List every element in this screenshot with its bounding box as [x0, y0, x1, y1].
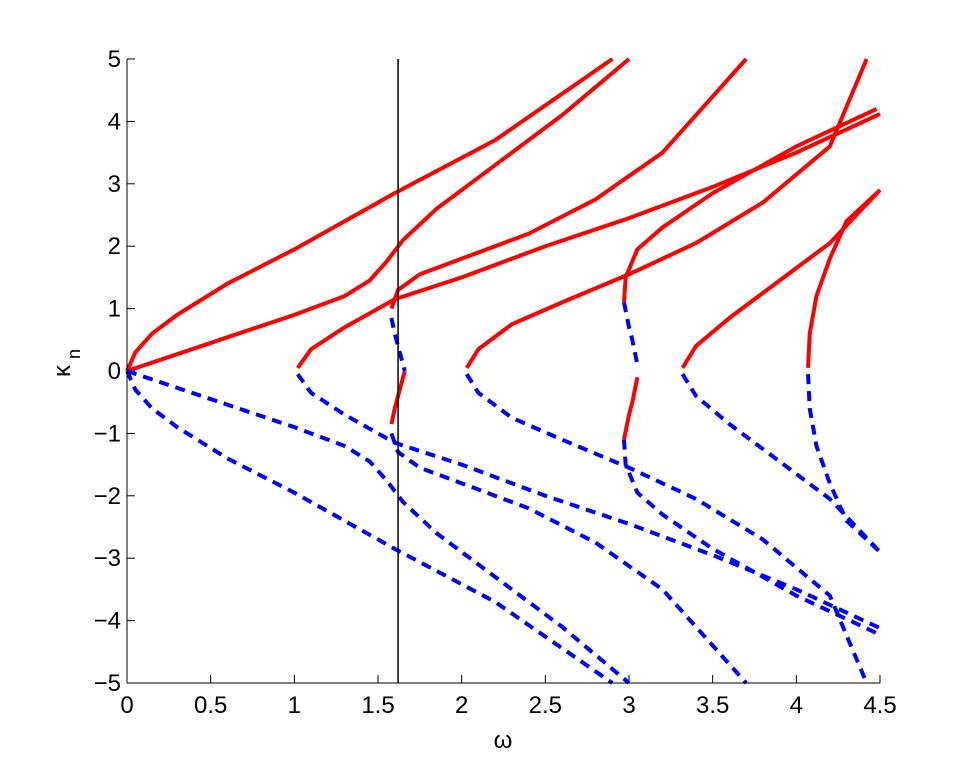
- curve: [126, 369, 631, 685]
- x-tick-label: 4.5: [863, 692, 896, 719]
- y-axis-label: κ: [49, 364, 76, 377]
- y-tick-label: −1: [94, 420, 121, 447]
- y-tick-label: 4: [108, 108, 121, 135]
- x-tick-label: 1.5: [361, 692, 394, 719]
- curve: [389, 57, 748, 310]
- x-tick-label: 0: [120, 692, 133, 719]
- curve: [806, 188, 882, 368]
- y-tick-label: 3: [108, 171, 121, 198]
- y-tick-label: −3: [94, 545, 121, 572]
- x-tick-label: 3.5: [696, 692, 729, 719]
- curve: [296, 112, 881, 370]
- curve: [126, 57, 631, 373]
- y-tick-label: −5: [94, 670, 121, 697]
- y-tick-label: 1: [108, 296, 121, 323]
- curve: [622, 376, 640, 441]
- x-tick-label: 4: [790, 692, 803, 719]
- y-axis-label-group: κ n: [49, 349, 84, 377]
- curve: [464, 58, 869, 369]
- curve: [680, 188, 882, 369]
- x-tick-label: 3: [622, 692, 635, 719]
- x-axis-label: ω: [494, 727, 513, 754]
- y-tick-label: −4: [94, 608, 121, 635]
- curve: [622, 301, 640, 366]
- x-tick-label: 0.5: [194, 692, 227, 719]
- y-tick-label: 5: [108, 46, 121, 73]
- curve: [806, 374, 882, 554]
- x-tick-label: 1: [288, 692, 301, 719]
- y-tick-label: 0: [108, 358, 121, 385]
- curve: [464, 373, 869, 684]
- x-tick-label: 2.5: [529, 692, 562, 719]
- curve: [296, 372, 881, 630]
- curve: [680, 373, 882, 554]
- curve: [389, 317, 407, 372]
- curve: [621, 439, 878, 635]
- y-axis-label-sub: n: [64, 349, 84, 359]
- curve: [125, 370, 614, 685]
- y-tick-label: 2: [108, 233, 121, 260]
- curve: [389, 432, 748, 685]
- x-tick-label: 2: [455, 692, 468, 719]
- y-tick-label: −2: [94, 483, 121, 510]
- curve: [125, 57, 614, 372]
